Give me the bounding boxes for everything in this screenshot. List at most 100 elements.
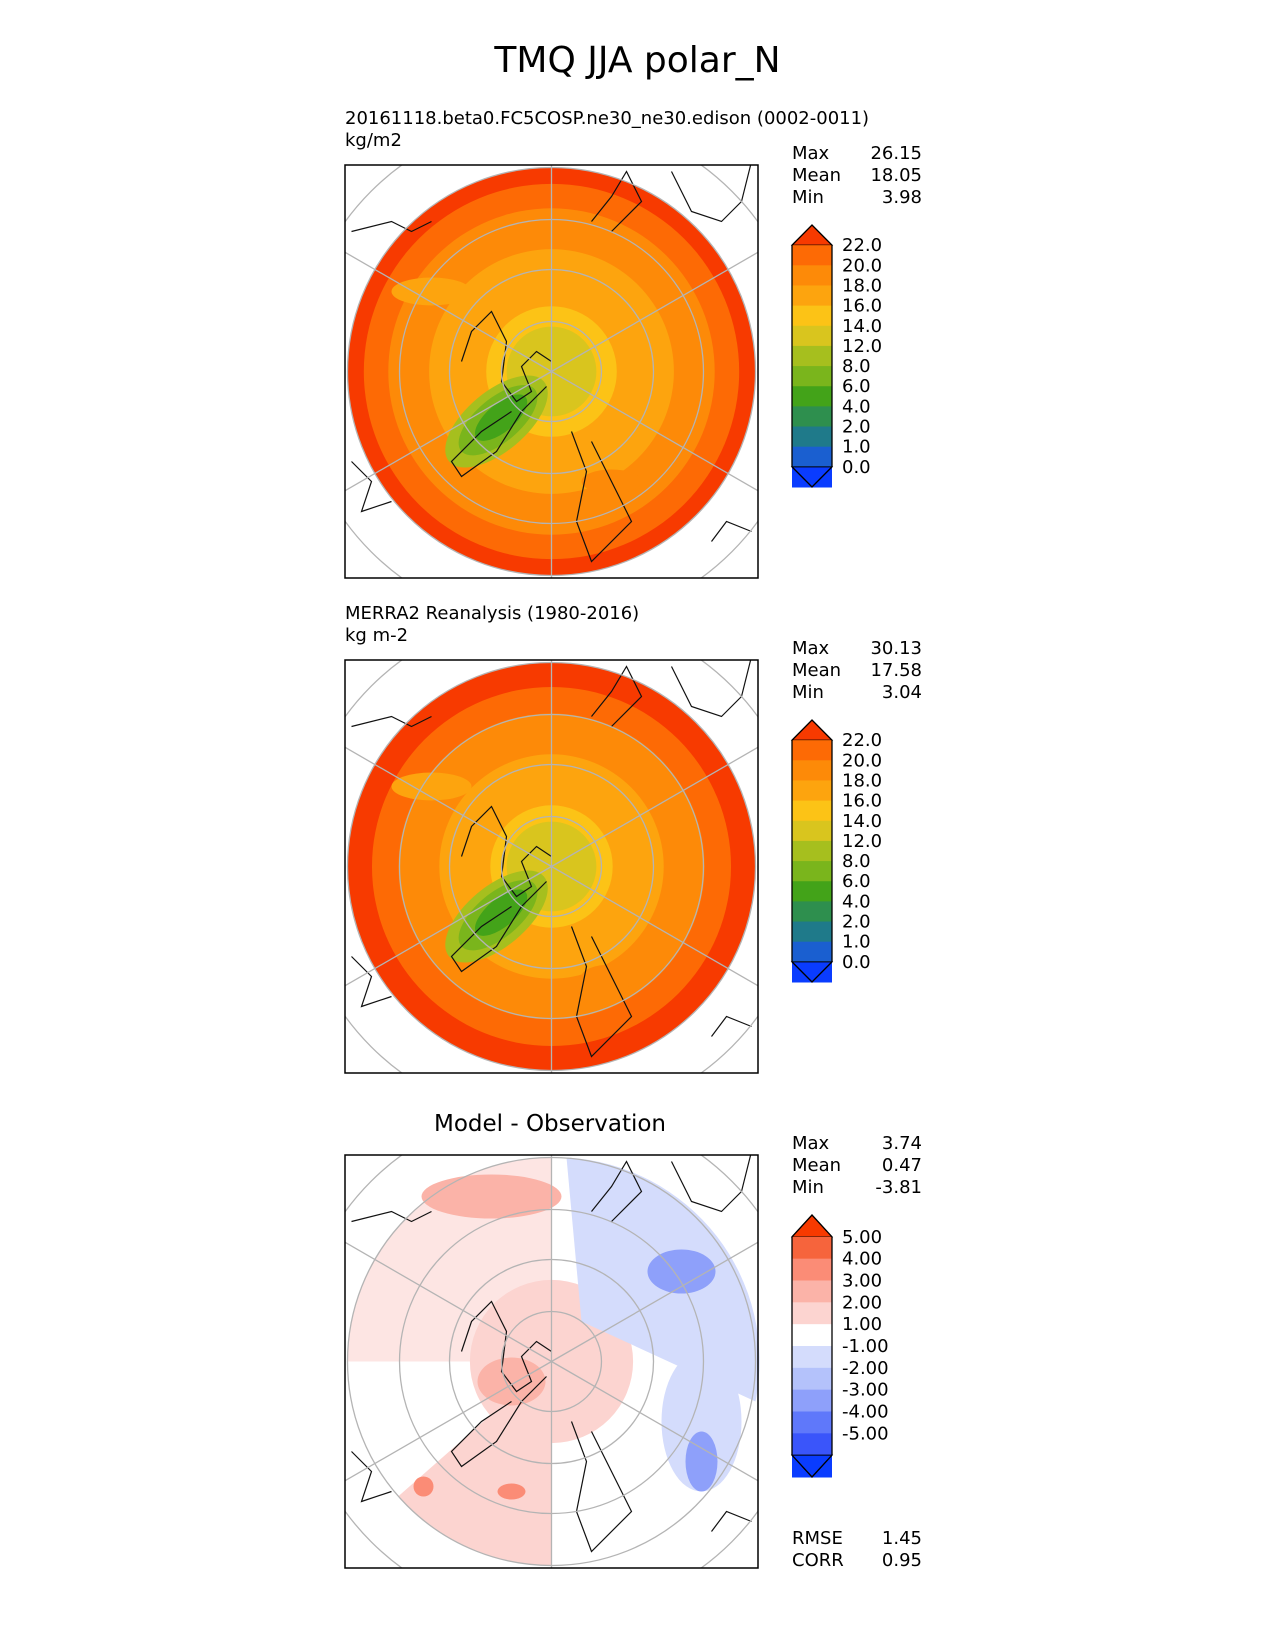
colorbar-tick-label: 4.0 xyxy=(842,396,871,417)
colorbar-segment xyxy=(792,366,832,387)
map-frame xyxy=(344,164,759,579)
coastline xyxy=(351,220,432,233)
colorbar-tick-label: 2.00 xyxy=(842,1292,882,1313)
rmse-value: 1.45 xyxy=(881,1528,922,1549)
colorbar-segment xyxy=(792,406,832,428)
model-mean-value: 18.05 xyxy=(870,165,922,186)
obs-max-value: 30.13 xyxy=(870,638,922,659)
colorbar-extend-max xyxy=(790,1214,834,1238)
colorbar-segment xyxy=(792,861,832,882)
longitude-line xyxy=(551,251,758,373)
colorbar-segment xyxy=(792,1280,832,1303)
colorbar-segment xyxy=(792,325,832,347)
longitude-line xyxy=(551,746,758,868)
map-panel-bottom xyxy=(344,1154,760,1569)
model-panel-units: kg/m2 xyxy=(345,130,402,151)
corr-value: 0.95 xyxy=(881,1550,922,1571)
diff-negative-patch xyxy=(685,1431,718,1492)
map-frame xyxy=(344,1154,759,1569)
colorbar-segment xyxy=(792,1411,832,1434)
colorbar-bottom: 5.004.003.002.001.00-1.00-2.00-3.00-4.00… xyxy=(790,1214,889,1478)
colorbar-segment xyxy=(792,901,832,923)
obs-stats: Max 30.13 Mean 17.58 Min 3.04 xyxy=(792,638,922,703)
diff-positive-patch xyxy=(477,1357,546,1406)
colorbar-tick-label: 18.0 xyxy=(842,770,882,791)
corr-label: CORR xyxy=(792,1550,844,1571)
coastline xyxy=(351,1451,392,1503)
graticule xyxy=(345,165,758,578)
longitude-line xyxy=(551,1241,758,1363)
diff-stats: Max 3.74 Mean 0.47 Min -3.81 xyxy=(792,1133,922,1198)
longitude-line xyxy=(551,865,758,987)
diff-positive-sector xyxy=(398,1361,552,1566)
coastline xyxy=(670,660,752,718)
colorbar-segment xyxy=(792,285,832,307)
colorbar-segment xyxy=(792,305,832,327)
longitude-line xyxy=(345,251,552,373)
colorbar-segment xyxy=(792,780,832,802)
model-panel-title: 20161118.beta0.FC5COSP.ne30_ne30.edison … xyxy=(345,108,870,129)
colorbar-tick-label: 6.0 xyxy=(842,376,871,397)
obs-panel-title: MERRA2 Reanalysis (1980-2016) xyxy=(345,603,640,624)
diff-negative-patch xyxy=(661,1351,742,1492)
colorbar-tick-label: 4.0 xyxy=(842,891,871,912)
colorbar-tick-label: 1.0 xyxy=(842,437,871,458)
colorbar-outline xyxy=(791,224,833,488)
colorbar-tick-label: 18.0 xyxy=(842,275,882,296)
colorbar-top: 22.020.018.016.014.012.08.06.04.02.01.00… xyxy=(790,224,882,488)
colorbar-tick-label: 22.0 xyxy=(842,730,882,751)
coastline xyxy=(570,431,633,563)
colorbar-segment xyxy=(792,386,832,407)
colorbar-segment xyxy=(792,1389,832,1412)
colorbar-tick-label: 5.00 xyxy=(842,1227,882,1248)
colorbar-extend-max xyxy=(790,224,834,246)
colorbar-tick-label: 20.0 xyxy=(842,750,882,771)
colorbar-tick-label: 4.00 xyxy=(842,1249,882,1270)
longitude-line xyxy=(551,370,758,492)
colorbar-segment xyxy=(792,265,832,286)
colorbar-tick-label: 8.0 xyxy=(842,851,871,872)
colorbar-segment xyxy=(792,1258,832,1281)
diff-min-value: -3.81 xyxy=(875,1177,922,1198)
colorbar-segment xyxy=(792,881,832,902)
graticule xyxy=(345,660,758,1073)
coastline xyxy=(591,170,643,232)
colorbar-tick-label: 0.0 xyxy=(842,952,871,973)
colorbar-segment xyxy=(792,1346,832,1369)
diff-mean-value: 0.47 xyxy=(881,1155,922,1176)
longitude-line xyxy=(345,746,552,868)
coastline xyxy=(570,1421,633,1553)
coastline xyxy=(351,715,432,728)
coastline xyxy=(570,926,633,1058)
colorbar-segment xyxy=(792,1302,832,1325)
longitude-line xyxy=(345,1360,552,1482)
colorbar-tick-label: 2.0 xyxy=(842,912,871,933)
diff-panel-title: Model - Observation xyxy=(433,1111,667,1137)
colorbar-tick-label: 20.0 xyxy=(842,255,882,276)
colorbar-outline xyxy=(791,1214,833,1478)
colorbar-tick-label: 14.0 xyxy=(842,316,882,337)
diff-positive-patch xyxy=(413,1476,434,1497)
colorbar-segment xyxy=(792,921,832,943)
coastline xyxy=(711,520,752,542)
colorbar-segment xyxy=(792,1324,832,1347)
coastline xyxy=(670,165,752,223)
map-panel-middle xyxy=(344,659,759,1074)
model-min-value: 3.98 xyxy=(881,187,922,208)
colorbar-tick-label: 3.00 xyxy=(842,1271,882,1292)
colorbar-segment xyxy=(792,820,832,842)
warm-patch xyxy=(391,277,472,306)
colorbar-segment xyxy=(792,245,832,266)
colorbar-tick-label: 0.0 xyxy=(842,457,871,478)
longitude-line xyxy=(345,370,552,492)
colorbar-tick-label: 12.0 xyxy=(842,336,882,357)
colorbar-tick-label: 1.0 xyxy=(842,932,871,953)
coastline xyxy=(591,1160,643,1222)
diff-max-value: 3.74 xyxy=(881,1133,922,1154)
colorbar-tick-label: 14.0 xyxy=(842,811,882,832)
greenland-band-4 xyxy=(474,394,528,441)
colorbar-outline xyxy=(791,719,833,983)
diff-metrics: RMSE 1.45 CORR 0.95 xyxy=(792,1528,922,1572)
obs-mean-value: 17.58 xyxy=(870,660,922,681)
colorbar-tick-label: 8.0 xyxy=(842,356,871,377)
